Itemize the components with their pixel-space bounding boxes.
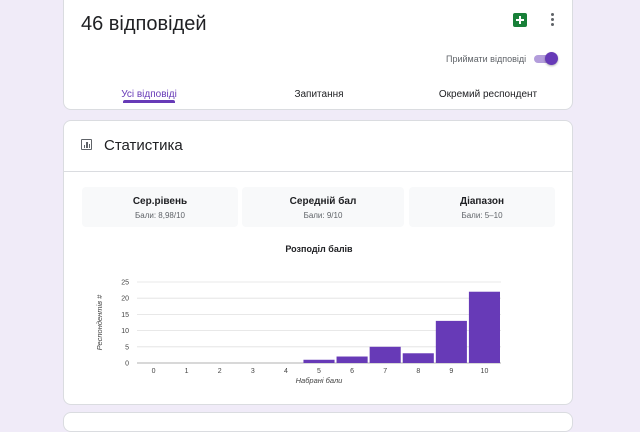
stat-range: Діапазон Бали: 5–10 [409,187,555,227]
x-tick-label: 1 [185,368,189,375]
y-tick-label: 25 [121,280,129,287]
responses-header-card: 46 відповідей Приймати відповіді Усі від… [63,0,573,110]
stat-average-level: Сер.рівень Бали: 8,98/10 [82,187,238,227]
statistics-card: Статистика Сер.рівень Бали: 8,98/10 Сере… [63,120,573,405]
y-tick-label: 15 [121,312,129,319]
more-vert-icon[interactable] [546,13,558,27]
x-tick-label: 5 [317,368,321,375]
accept-responses-toggle[interactable] [534,52,558,66]
bar-6 [336,356,368,363]
x-axis-label: Набрані бали [296,376,344,385]
sheets-icon[interactable] [513,13,527,27]
tab-individual[interactable]: Окремий респондент [438,89,538,100]
stat-name: Діапазон [459,196,505,207]
score-distribution-chart: Розподіл балів 0 5 10 15 20 25 0 1 2 3 4 5 6 7 8 9 10 Набр… [95,244,501,385]
stat-name: Сер.рівень [132,196,188,207]
active-tab-indicator [123,100,175,103]
x-tick-label: 2 [218,368,222,375]
x-tick-label: 4 [284,368,288,375]
bar-7 [369,346,401,363]
bar-9 [435,320,467,363]
response-count: 46 відповідей [81,13,207,35]
y-tick-label: 5 [125,344,129,351]
chart-title: Розподіл балів [285,244,353,254]
bar-5 [303,359,335,363]
bar-chart-icon [81,139,92,150]
y-tick-label: 20 [121,296,129,303]
y-tick-label: 10 [121,328,129,335]
tab-all-responses[interactable]: Усі відповіді [121,89,177,100]
stat-value: Бали: 8,98/10 [135,211,185,220]
statistics-title: Статистика [104,137,183,154]
tab-questions[interactable]: Запитання [294,89,344,100]
x-tick-label: 10 [481,368,489,375]
stat-name: Середній бал [289,196,357,207]
divider [64,171,572,172]
x-tick-label: 3 [251,368,255,375]
y-axis-label: Респондентів # [95,294,104,351]
stat-median-score: Середній бал Бали: 9/10 [242,187,404,227]
accept-responses-label: Приймати відповіді [446,54,527,64]
next-card [63,412,573,432]
stat-value: Бали: 5–10 [461,211,503,220]
bar-8 [402,353,434,363]
x-tick-label: 6 [350,368,354,375]
bar-10 [468,291,500,363]
y-tick-label: 0 [125,361,129,368]
toggle-knob [545,52,558,65]
stat-value: Бали: 9/10 [303,211,343,220]
x-tick-label: 0 [152,368,156,375]
x-tick-label: 8 [416,368,420,375]
x-tick-label: 7 [383,368,387,375]
x-tick-label: 9 [449,368,453,375]
